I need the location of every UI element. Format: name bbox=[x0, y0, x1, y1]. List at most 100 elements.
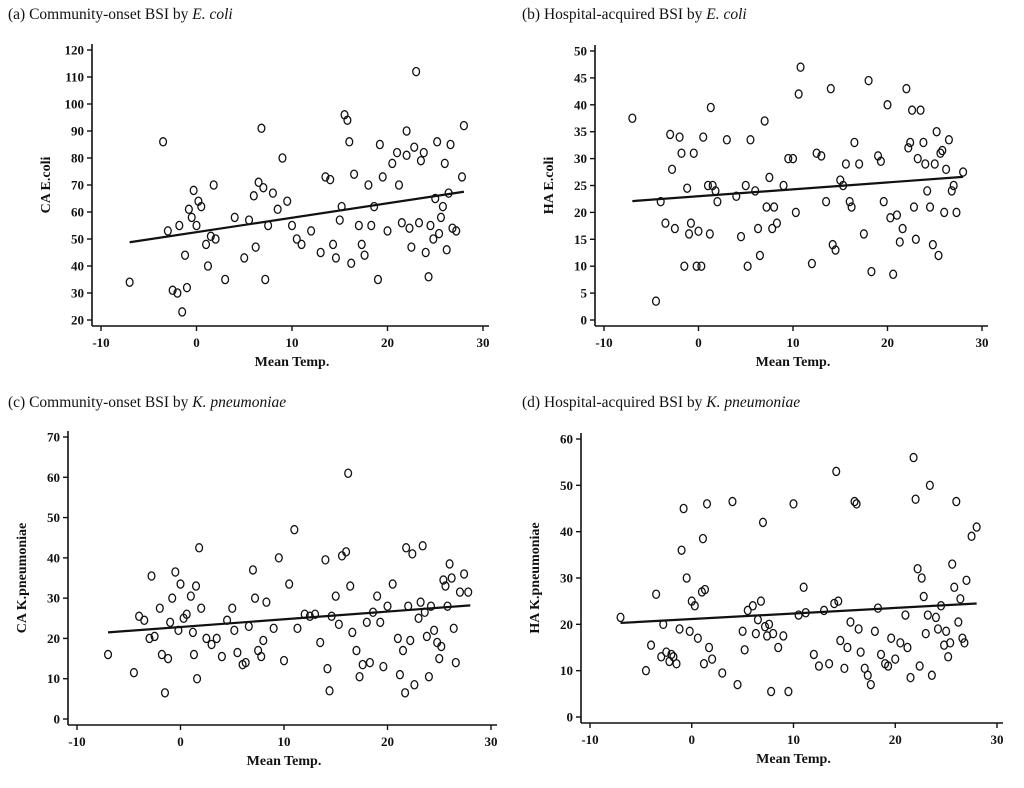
scatter-point bbox=[616, 612, 625, 623]
scatter-point bbox=[269, 623, 278, 634]
scatter-point bbox=[950, 582, 959, 593]
scatter-point bbox=[383, 601, 392, 611]
scatter-point bbox=[789, 499, 798, 509]
scatter-point bbox=[895, 237, 904, 247]
scatter-point bbox=[398, 645, 408, 656]
scatter-point bbox=[321, 172, 330, 182]
scatter-point bbox=[334, 619, 343, 630]
scatter-point bbox=[184, 204, 193, 215]
y-tick-label: 50 bbox=[71, 232, 84, 247]
scatter-point bbox=[283, 196, 292, 206]
scatter-point bbox=[257, 123, 266, 134]
scatter-point bbox=[426, 220, 435, 231]
scatter-point bbox=[430, 625, 439, 636]
scatter-point bbox=[911, 494, 920, 504]
y-tick-label: 15 bbox=[574, 232, 588, 247]
scatter-point bbox=[830, 598, 839, 609]
scatter-point bbox=[323, 663, 332, 674]
scatter-point bbox=[406, 635, 415, 646]
x-tick-label: 30 bbox=[976, 335, 989, 350]
chart-title-d-organism: K. pneumoniae bbox=[706, 394, 801, 411]
scatter-point bbox=[921, 159, 930, 169]
scatter-point bbox=[743, 605, 752, 616]
scatter-point bbox=[850, 496, 859, 507]
scatter-point bbox=[732, 191, 741, 202]
chart-panel-b: (b) Hospital-acquired BSI by E. coli -10… bbox=[512, 0, 1024, 394]
scatter-point bbox=[703, 180, 713, 191]
scatter-point bbox=[383, 226, 392, 236]
x-axis-label: Mean Temp. bbox=[756, 355, 831, 370]
trend-line bbox=[129, 190, 465, 244]
scatter-point bbox=[919, 137, 928, 148]
scatter-point bbox=[954, 617, 963, 627]
scatter-point bbox=[254, 177, 263, 188]
scatter-point bbox=[335, 215, 344, 225]
scatter-point bbox=[331, 253, 340, 263]
scatter-point bbox=[257, 651, 266, 662]
y-tick-label: 60 bbox=[560, 432, 573, 447]
scatter-point bbox=[464, 587, 473, 597]
scatter-point bbox=[933, 624, 943, 634]
scatter-point bbox=[197, 201, 206, 212]
scatter-point bbox=[760, 116, 769, 126]
y-tick-label: 50 bbox=[574, 44, 587, 59]
scatter-point bbox=[287, 220, 297, 231]
scatter-point bbox=[203, 261, 213, 271]
scatter-point bbox=[402, 126, 411, 136]
scatter-point bbox=[329, 239, 338, 250]
scatter-point bbox=[656, 196, 665, 207]
scatter-point bbox=[682, 573, 691, 583]
chart-title-b: (b) Hospital-acquired BSI by E. coli bbox=[522, 6, 747, 24]
scatter-point bbox=[326, 174, 335, 185]
scatter-point bbox=[273, 204, 282, 215]
y-tick-label: 110 bbox=[65, 70, 84, 85]
scatter-point bbox=[960, 638, 969, 648]
scatter-point bbox=[952, 496, 961, 507]
scatter-point bbox=[765, 619, 774, 630]
scatter-point bbox=[817, 151, 826, 161]
scatter-point bbox=[758, 517, 768, 528]
scatter-point bbox=[373, 591, 382, 601]
scatter-point bbox=[160, 688, 170, 698]
scatter-point bbox=[352, 645, 361, 656]
y-axis-label: HA K.pneumoniae bbox=[528, 522, 543, 633]
y-tick-label: 0 bbox=[581, 313, 588, 328]
scatter-point bbox=[407, 242, 416, 252]
scatter-point bbox=[856, 647, 865, 657]
scatter-point bbox=[435, 653, 444, 664]
scatter-point bbox=[931, 612, 941, 623]
scatter-point bbox=[791, 207, 800, 218]
scatter-point bbox=[202, 239, 211, 250]
x-tick-label: 10 bbox=[787, 335, 800, 350]
y-tick-label: 30 bbox=[560, 571, 573, 586]
scatter-point bbox=[901, 610, 910, 620]
scatter-point bbox=[176, 579, 185, 589]
scatter-point bbox=[883, 100, 892, 110]
scatter-point bbox=[401, 688, 410, 698]
scatter-point bbox=[846, 617, 855, 627]
scatter-point bbox=[705, 229, 714, 239]
scatter-point bbox=[211, 234, 220, 244]
scatter-point bbox=[779, 631, 788, 641]
scatter-point bbox=[738, 626, 747, 637]
y-tick-label: 100 bbox=[65, 97, 85, 112]
scatter-point bbox=[410, 142, 419, 152]
scatter-point bbox=[917, 573, 926, 583]
scatter-point bbox=[840, 663, 849, 674]
scatter-point bbox=[887, 633, 896, 643]
scatter-point bbox=[944, 135, 953, 145]
scatter-plot-a: -10 0 10 20 30 20 30 40 50 60 70 80 90 100 110 120 Mean … bbox=[39, 43, 490, 371]
scatter-point bbox=[438, 201, 447, 212]
scatter-point bbox=[772, 218, 781, 228]
scatter-point bbox=[692, 261, 701, 271]
scatter-point bbox=[796, 62, 805, 72]
scatter-point bbox=[768, 223, 777, 234]
y-tick-label: 40 bbox=[47, 550, 60, 565]
scatter-point bbox=[628, 113, 637, 124]
scatter-point bbox=[765, 172, 774, 183]
scatter-point bbox=[262, 597, 271, 607]
x-tick-label: 30 bbox=[477, 335, 490, 350]
scatter-point bbox=[932, 126, 941, 137]
scatter-point bbox=[854, 624, 863, 634]
scatter-point bbox=[925, 202, 935, 212]
